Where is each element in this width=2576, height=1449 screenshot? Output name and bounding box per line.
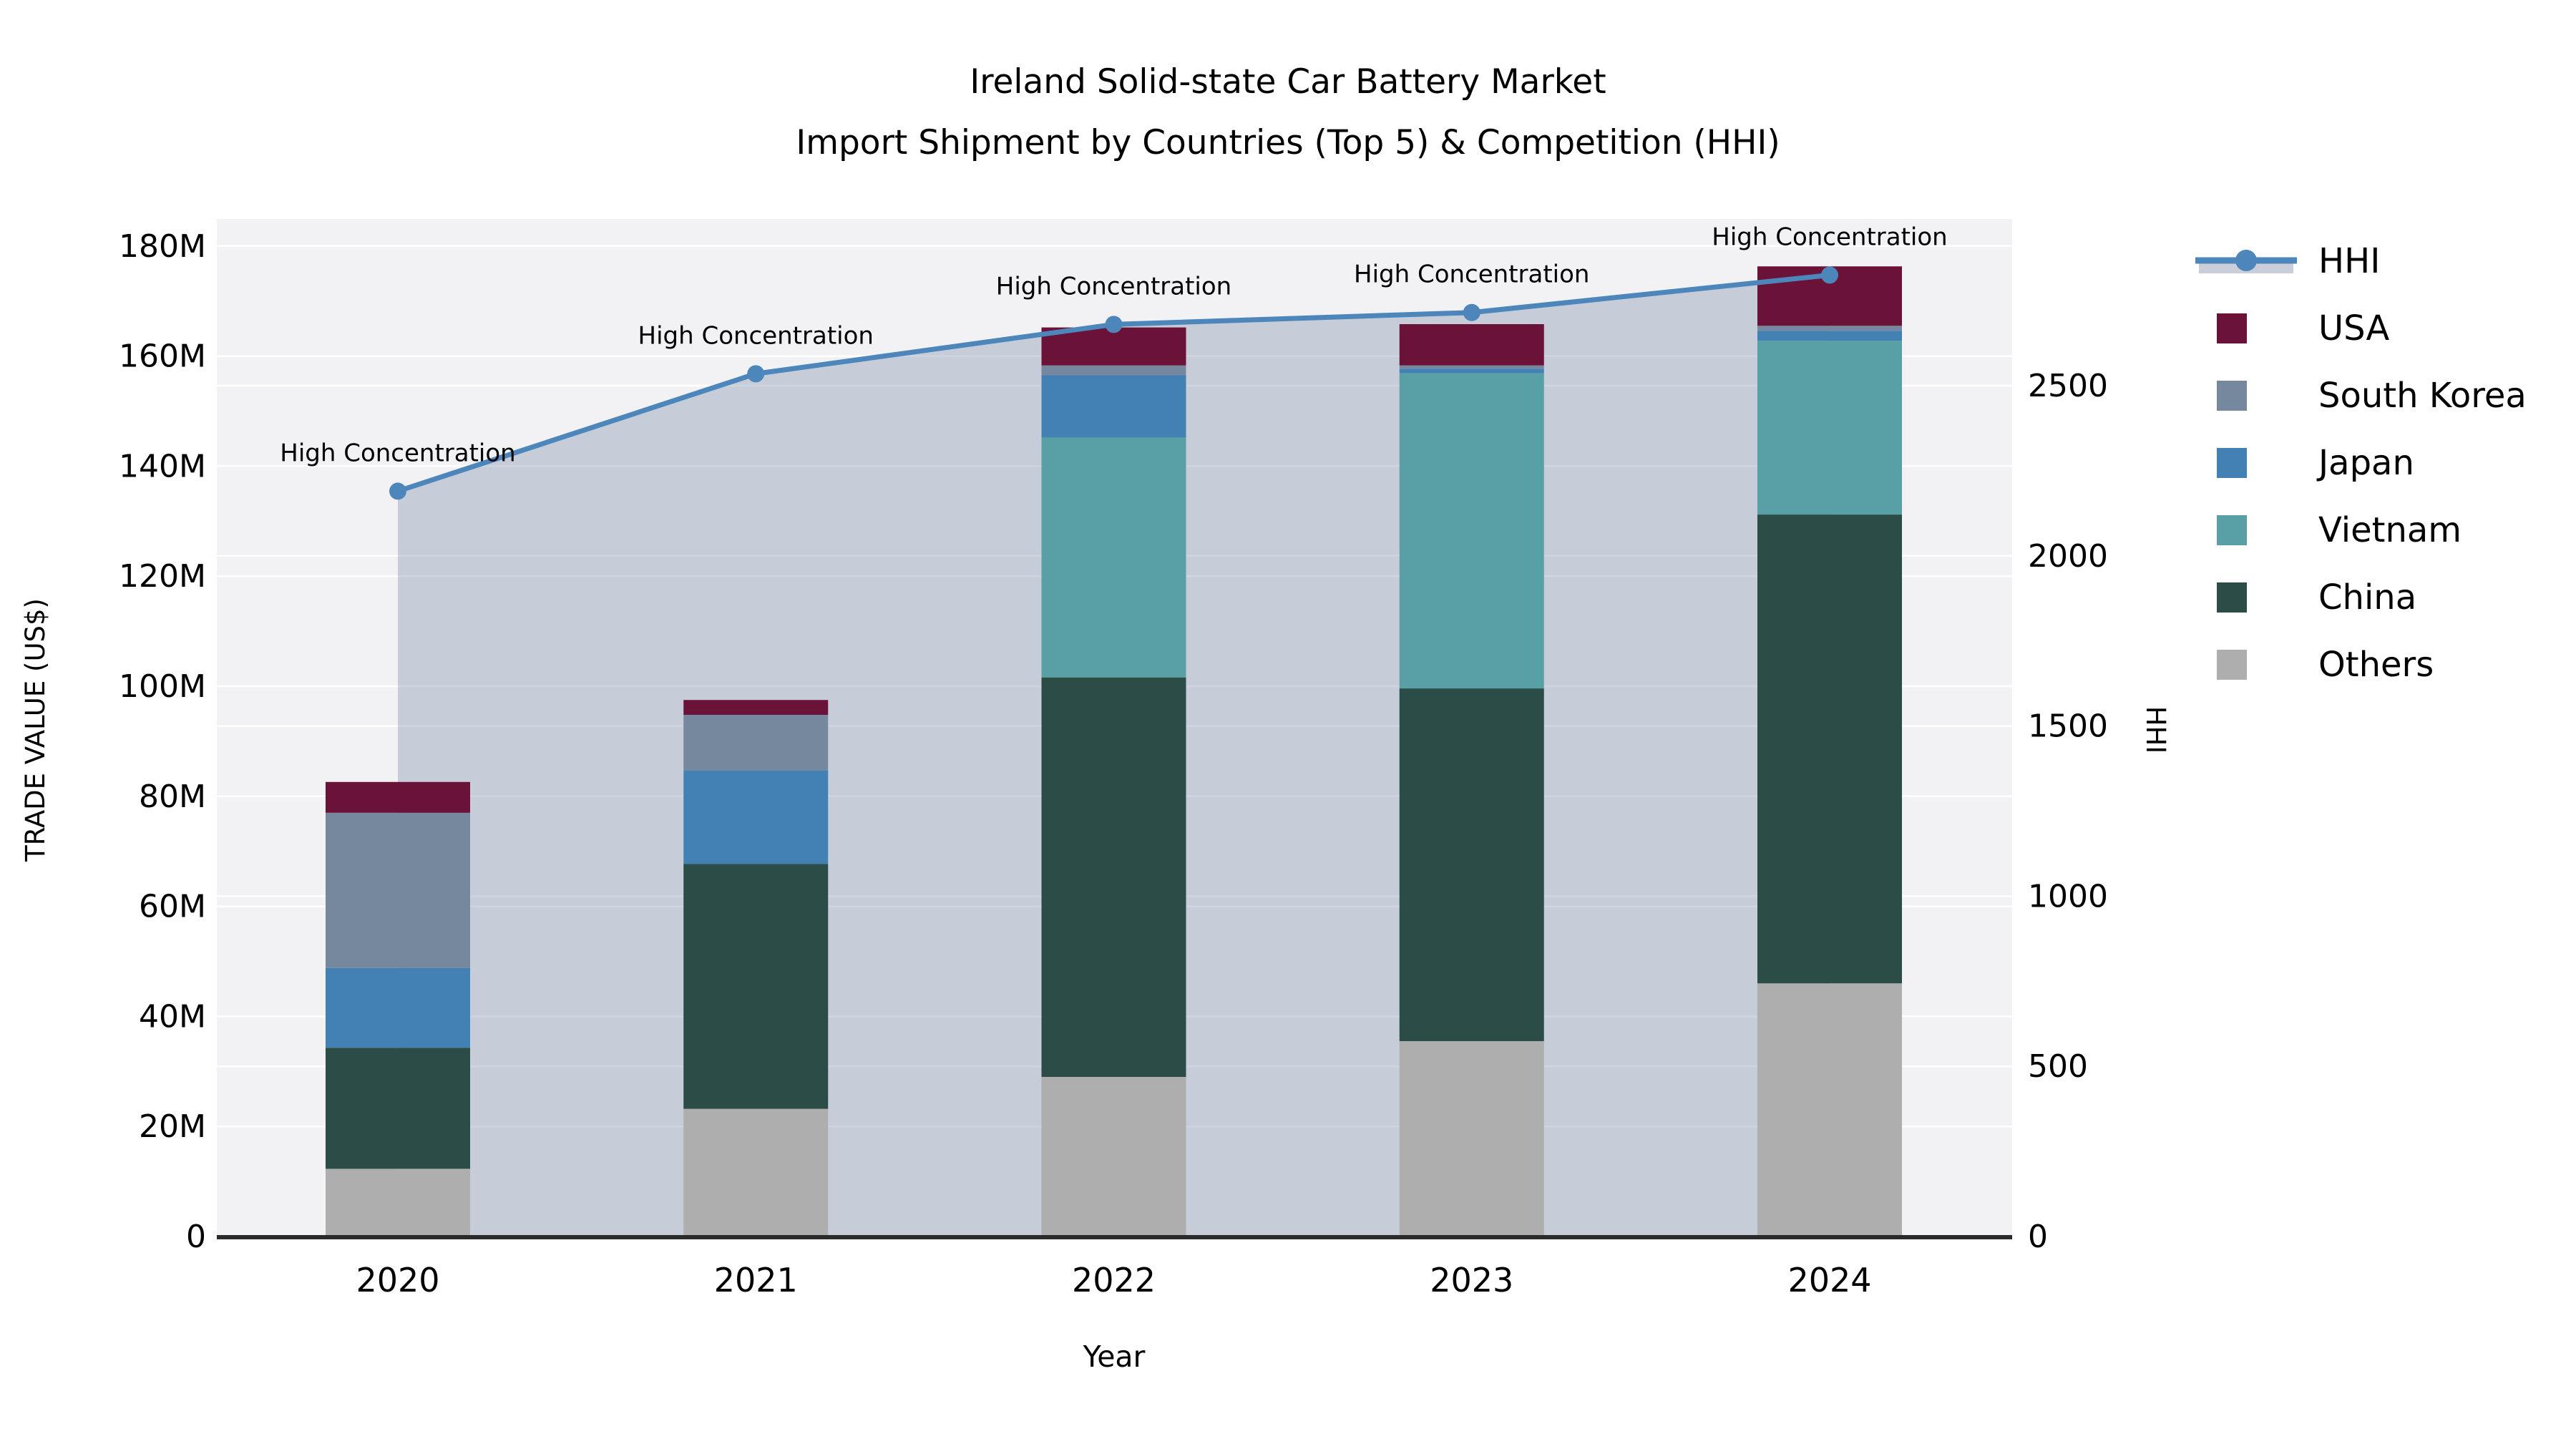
bar-segment-others — [683, 1108, 829, 1236]
legend-item-south-korea: South Korea — [2217, 376, 2527, 416]
y-left-tick-label: 180M — [119, 228, 206, 265]
bar-segment-usa — [326, 781, 470, 813]
x-axis-ticks: 2020 2021 2022 2023 2024 — [356, 1261, 1871, 1299]
y-axis-right-label: HHI — [2140, 706, 2171, 754]
bar-segment-vietnam — [1399, 373, 1544, 689]
legend-item-others: Others — [2217, 645, 2434, 685]
y-right-tick-label: 2000 — [2028, 538, 2108, 575]
chart-title-line2: Import Shipment by Countries (Top 5) & C… — [796, 123, 1780, 162]
bar-segment-others — [326, 1169, 470, 1236]
chart-title-line1: Ireland Solid-state Car Battery Market — [970, 62, 1606, 102]
bar-segment-south-korea — [1041, 365, 1186, 376]
hhi-marker — [1821, 266, 1838, 284]
stacked-bars — [326, 266, 1902, 1236]
y-left-tick-label: 160M — [119, 338, 206, 375]
south-korea-swatch — [2217, 381, 2247, 411]
legend-label-vietnam: Vietnam — [2318, 510, 2462, 550]
x-tick-label: 2023 — [1430, 1261, 1513, 1299]
bar-segment-south-korea — [683, 714, 829, 771]
x-tick-label: 2024 — [1787, 1261, 1871, 1299]
bar-segment-others — [1757, 983, 1902, 1236]
bar-segment-china — [1041, 677, 1186, 1077]
usa-swatch — [2217, 313, 2247, 343]
japan-swatch — [2217, 448, 2247, 478]
annotation-high-concentration: High Concentration — [1354, 260, 1589, 289]
bar-segment-china — [683, 864, 829, 1109]
y-right-tick-label: 1000 — [2028, 878, 2108, 914]
annotation-high-concentration: High Concentration — [280, 439, 515, 467]
bar-segment-others — [1399, 1041, 1544, 1236]
x-axis-line — [217, 1235, 2012, 1239]
annotation-high-concentration: High Concentration — [996, 272, 1231, 301]
y-left-tick-label: 0 — [186, 1219, 206, 1255]
legend-item-usa: USA — [2217, 308, 2389, 348]
y-left-tick-label: 140M — [119, 448, 206, 484]
bar-segment-china — [1757, 514, 1902, 984]
x-tick-label: 2020 — [356, 1261, 439, 1299]
bar-segment-others — [1041, 1076, 1186, 1236]
bar-segment-japan — [326, 967, 470, 1048]
y-left-tick-label: 80M — [139, 779, 206, 815]
bar-segment-japan — [1757, 331, 1902, 341]
x-axis-label: Year — [1083, 1340, 1146, 1374]
legend-label-south-korea: South Korea — [2318, 376, 2527, 416]
bar-segment-china — [326, 1048, 470, 1169]
china-swatch — [2217, 582, 2247, 613]
bar-segment-japan — [683, 770, 829, 864]
legend-label-china: China — [2318, 577, 2416, 618]
y-left-tick-label: 100M — [119, 668, 206, 705]
y-right-tick-label: 500 — [2028, 1048, 2088, 1085]
others-swatch — [2217, 650, 2247, 680]
vietnam-swatch — [2217, 515, 2247, 545]
y-left-tick-label: 20M — [139, 1108, 206, 1145]
chart-title: Ireland Solid-state Car Battery Market I… — [796, 62, 1780, 162]
legend-label-japan: Japan — [2316, 443, 2414, 483]
legend-item-japan: Japan — [2217, 443, 2414, 483]
x-tick-label: 2022 — [1072, 1261, 1156, 1299]
legend: HHI USA South Korea Japan Vietnam China … — [2195, 241, 2527, 685]
hhi-marker — [1105, 316, 1123, 333]
bar-segment-japan — [1399, 369, 1544, 374]
bar-segment-china — [1399, 688, 1544, 1042]
y-left-tick-label: 120M — [119, 558, 206, 595]
y-axis-left-ticks: 0 20M 40M 60M 80M 100M 120M 140M 160M 180M — [119, 228, 206, 1255]
bar-segment-usa — [683, 700, 829, 715]
y-right-tick-label: 1500 — [2028, 708, 2108, 745]
y-right-tick-label: 2500 — [2028, 368, 2108, 404]
hhi-marker — [389, 482, 406, 500]
bar-segment-south-korea — [1757, 326, 1902, 331]
bar-segment-usa — [1041, 327, 1186, 366]
annotation-high-concentration: High Concentration — [638, 321, 874, 350]
bar-segment-south-korea — [326, 812, 470, 968]
y-left-tick-label: 40M — [139, 998, 206, 1035]
bar-segment-vietnam — [1041, 437, 1186, 678]
hhi-line — [389, 266, 1838, 500]
legend-item-china: China — [2217, 577, 2416, 618]
y-left-tick-label: 60M — [139, 889, 206, 925]
legend-item-vietnam: Vietnam — [2217, 510, 2462, 550]
legend-label-hhi: HHI — [2318, 241, 2380, 281]
legend-label-others: Others — [2318, 645, 2434, 685]
x-tick-label: 2021 — [714, 1261, 798, 1299]
annotation-high-concentration: High Concentration — [1712, 223, 1947, 251]
annotations: High Concentration High Concentration High… — [280, 223, 1947, 467]
y-right-tick-label: 0 — [2028, 1219, 2048, 1255]
bar-segment-south-korea — [1399, 365, 1544, 369]
hhi-marker — [1463, 303, 1480, 321]
legend-item-hhi: HHI — [2195, 241, 2380, 281]
y-axis-left-label: TRADE VALUE (US$) — [20, 598, 51, 862]
bar-segment-japan — [1041, 375, 1186, 438]
hhi-marker — [747, 365, 765, 383]
hhi-marker-swatch — [2235, 250, 2257, 271]
bar-segment-usa — [1399, 323, 1544, 366]
legend-label-usa: USA — [2318, 308, 2389, 348]
bar-segment-vietnam — [1757, 341, 1902, 515]
y-axis-right-ticks: 0 500 1000 1500 2000 2500 — [2028, 368, 2108, 1255]
